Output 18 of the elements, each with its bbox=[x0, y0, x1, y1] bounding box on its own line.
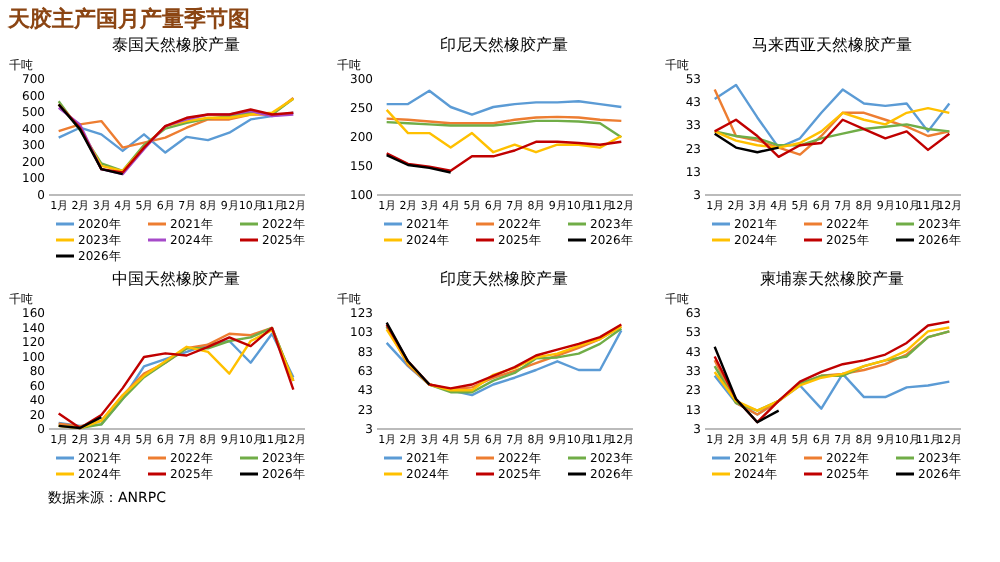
line-series bbox=[713, 106, 951, 149]
line-series bbox=[713, 118, 951, 159]
line-series bbox=[385, 140, 623, 172]
line-series bbox=[57, 96, 295, 149]
chart-title: 印尼天然橡胶产量 bbox=[440, 36, 568, 54]
chart-title: 柬埔寨天然橡胶产量 bbox=[760, 270, 904, 288]
line-series bbox=[713, 123, 951, 147]
chart-title: 泰国天然橡胶产量 bbox=[112, 36, 240, 54]
chart-title: 印度天然橡胶产量 bbox=[440, 270, 568, 288]
line-series bbox=[385, 119, 623, 139]
chart-title: 马来西亚天然橡胶产量 bbox=[752, 36, 912, 54]
line-series bbox=[385, 108, 623, 154]
line-series bbox=[385, 89, 623, 116]
line-series bbox=[385, 153, 452, 174]
line-series bbox=[713, 345, 780, 424]
line-series bbox=[57, 103, 124, 176]
chart-title: 中国天然橡胶产量 bbox=[112, 270, 240, 288]
text: 天胶主产国月产量季节图 bbox=[6, 6, 250, 32]
